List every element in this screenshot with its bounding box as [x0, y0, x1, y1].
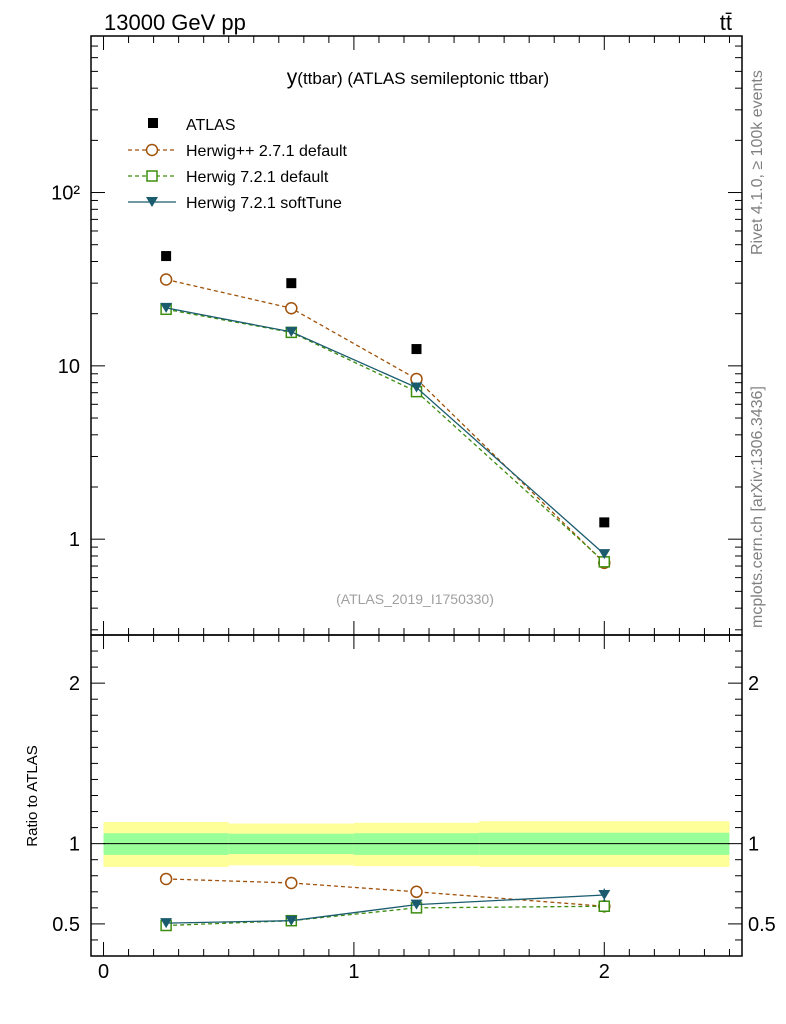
ratio-line-herwig-7-2-1-softtune [166, 894, 605, 924]
ratio-ytick-label-left-2: 2 [69, 673, 80, 695]
series-herwigpp-2-7-1-default [159, 273, 611, 570]
main-ytick-label-1: 10 [58, 356, 80, 378]
legend-entry-herwigpp-271-default: Herwig++ 2.7.1 default [128, 143, 348, 160]
main-title: y(ttbar) (ATLAS semileptonic ttbar) [287, 66, 549, 89]
legend-label-herwig-default: Herwig 7.2.1 default [186, 169, 329, 186]
main-title-prefix: y [287, 66, 298, 89]
xtick-label-2: 2 [599, 961, 610, 983]
main-ytick-label-2: 10² [51, 183, 80, 205]
source-label: mcplots.cern.ch [arXiv:1306.3436] [749, 386, 766, 628]
data-point-atlas-2 [411, 344, 422, 355]
main-panel: y(ttbar) (ATLAS semileptonic ttbar) (ATL… [51, 35, 743, 636]
ratio-ytick-label-right-0: 0.5 [748, 914, 776, 936]
ratio-ytick-label-left-1: 1 [69, 834, 80, 856]
series-herwig-7-2-1-softtune [160, 302, 611, 560]
data-point-herwig-7-2-1-softtune-0 [160, 302, 173, 313]
legend-entry-atlas: ATLAS [148, 117, 236, 134]
header-left-label: 13000 GeV pp [104, 10, 246, 35]
legend-entry-herwig-721-default: Herwig 7.2.1 default [128, 169, 329, 186]
ratio-line-herwigpp-2-7-1-default [166, 878, 605, 907]
series-atlas [161, 251, 610, 528]
data-point-herwigpp-2-7-1-default-0 [159, 273, 173, 286]
series-line-herwigpp-2-7-1-default [165, 278, 605, 564]
legend-label-atlas: ATLAS [186, 117, 236, 134]
ratio-series-herwig-7-2-1-default [160, 899, 611, 932]
ratio-point-herwig-7-2-1-softtune-2 [410, 899, 423, 910]
xtick-label-0: 0 [98, 961, 109, 983]
data-point-herwig-7-2-1-softtune-2 [410, 382, 423, 393]
data-point-herwig-7-2-1-softtune-1 [285, 326, 298, 337]
rivet-version-label: Rivet 4.1.0, ≥ 100k events [749, 70, 766, 255]
ratio-ytick-label-right-2: 2 [748, 673, 759, 695]
legend-marker-atlas [148, 118, 158, 128]
ratio-ytick-label-right-1: 1 [748, 834, 759, 856]
data-point-herwigpp-2-7-1-default-1 [285, 301, 298, 315]
ratio-point-herwig-7-2-1-softtune-1 [285, 915, 298, 926]
legend-label-herwigpp: Herwig++ 2.7.1 default [186, 143, 348, 160]
watermark: (ATLAS_2019_I1750330) [336, 591, 494, 607]
data-point-herwig-7-2-1-softtune-3 [598, 549, 611, 560]
ratio-point-herwigpp-2-7-1-default-2 [410, 885, 423, 899]
legend-label-herwig-softtune: Herwig 7.2.1 softTune [186, 195, 342, 212]
ratio-series-herwig-7-2-1-softtune [160, 888, 611, 929]
data-point-atlas-0 [161, 251, 172, 262]
data-point-atlas-1 [286, 278, 297, 289]
series-herwig-7-2-1-default [160, 303, 611, 568]
series-line-herwig-7-2-1-softtune [165, 307, 605, 555]
ratio-point-herwig-7-2-1-softtune-3 [598, 890, 611, 901]
ratio-series-herwigpp-2-7-1-default [159, 872, 611, 913]
ratio-line-herwig-7-2-1-default [166, 905, 605, 927]
legend-marker-herwig-softtune [146, 197, 158, 207]
ratio-point-herwigpp-2-7-1-default-0 [159, 872, 173, 886]
legend-entry-herwig-721-softtune: Herwig 7.2.1 softTune [128, 195, 342, 212]
legend-marker-herwigpp [145, 143, 159, 157]
ratio-ytick-label-left-0: 0.5 [52, 914, 80, 936]
legend: ATLAS Herwig++ 2.7.1 default Herwig 7.2.… [128, 117, 348, 212]
xtick-label-1: 1 [348, 961, 359, 983]
ratio-point-herwigpp-2-7-1-default-1 [285, 876, 298, 890]
main-ytick-label-0: 1 [69, 529, 80, 551]
ratio-point-herwig-7-2-1-default-3 [598, 900, 611, 912]
legend-marker-herwig-default [146, 170, 158, 182]
series-line-herwig-7-2-1-default [165, 308, 605, 563]
data-point-atlas-3 [599, 517, 610, 528]
ratio-panel: Ratio to ATLAS 0.5 0.5 1 1 2 2 0 1 2 [24, 634, 776, 983]
ratio-point-herwig-7-2-1-softtune-0 [160, 918, 173, 929]
main-title-rest: (ttbar) (ATLAS semileptonic ttbar) [297, 69, 549, 88]
ratio-ylabel: Ratio to ATLAS [24, 745, 41, 846]
header-right-label: tt̄ [720, 10, 732, 35]
